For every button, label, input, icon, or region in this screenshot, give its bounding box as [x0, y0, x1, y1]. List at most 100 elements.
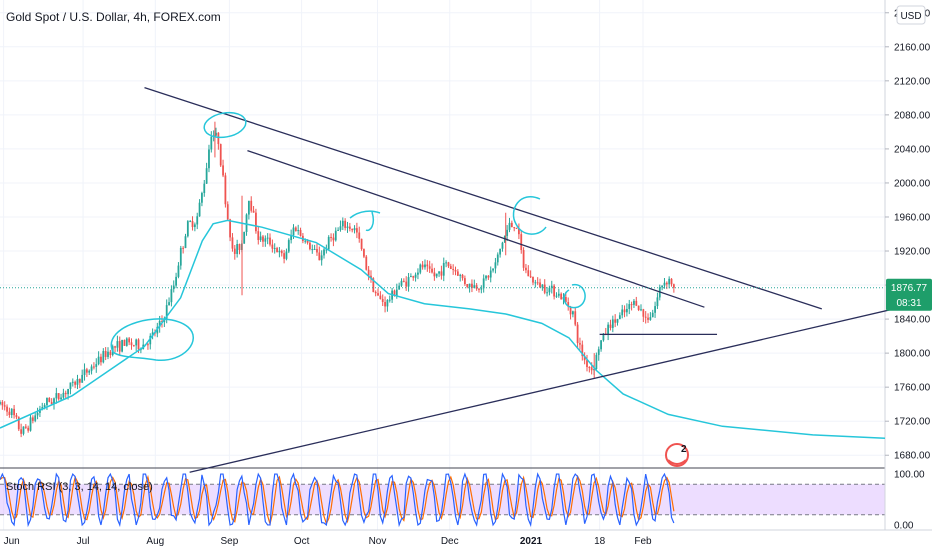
stoch-band: [0, 484, 885, 515]
candle-body: [236, 244, 239, 254]
candle-body: [405, 281, 408, 287]
candle-body: [121, 339, 123, 352]
candle-body: [280, 250, 283, 254]
candle-body: [238, 244, 241, 251]
candle-body: [400, 280, 403, 286]
candle-body: [358, 232, 361, 239]
time-tick-label: Aug: [146, 536, 164, 547]
candle-body: [266, 237, 269, 239]
indicator-axis-ticks: 0.00 100.00: [894, 470, 925, 532]
candle-body: [97, 356, 100, 365]
candle-body: [53, 398, 55, 405]
candle-body: [85, 369, 88, 373]
candle-body: [299, 230, 302, 236]
candle-body: [668, 278, 671, 285]
broker-logo[interactable]: 2: [665, 443, 689, 467]
candle-body: [196, 216, 199, 225]
currency-label[interactable]: USD: [900, 11, 921, 22]
candle-body: [515, 227, 518, 229]
candle-body: [510, 222, 513, 228]
candle-body: [623, 309, 626, 313]
candle-body: [125, 338, 128, 346]
candle-body: [55, 393, 58, 399]
candle-body: [224, 175, 227, 205]
time-tick-label: 18: [594, 536, 606, 547]
candle-body: [649, 317, 652, 320]
price-tick-label: 1760.00: [894, 383, 931, 394]
candle-body: [34, 415, 37, 421]
candle-body: [379, 295, 382, 300]
circle-annotation-late-nov[interactable]: [563, 284, 586, 309]
candle-body: [583, 356, 586, 361]
candle-body: [27, 427, 30, 431]
candle-body: [243, 231, 246, 244]
candle-body: [633, 300, 635, 305]
candle-body: [506, 229, 509, 236]
candle-body: [311, 249, 314, 251]
candle-body: [445, 262, 448, 264]
candle-body: [438, 271, 440, 274]
candle-body: [407, 277, 410, 287]
candle-body: [175, 276, 177, 286]
candle-body: [466, 284, 469, 287]
candle-body: [10, 408, 13, 416]
candle-body: [339, 226, 342, 230]
tick-annotation-sep[interactable]: [349, 210, 381, 232]
circle-annotation-july[interactable]: [110, 318, 194, 361]
candle-body: [417, 272, 419, 275]
candle-body: [433, 272, 436, 277]
candle-body: [74, 381, 77, 385]
candle-body: [618, 315, 621, 320]
circle-annotation-aug-top[interactable]: [202, 110, 248, 141]
candle-body: [116, 341, 119, 348]
candle-body: [609, 324, 612, 328]
candle-body: [168, 302, 170, 306]
logo-text: 2: [681, 444, 687, 455]
candle-body: [102, 350, 105, 363]
candle-body: [325, 249, 328, 251]
currency-button[interactable]: USD: [896, 5, 926, 25]
candle-body: [104, 350, 107, 357]
candle-body: [527, 270, 530, 277]
candle-body: [644, 316, 647, 318]
candle-body: [17, 417, 20, 430]
candle-body: [663, 282, 666, 286]
candle-body: [473, 285, 476, 288]
arc-annotation-nov[interactable]: [512, 196, 547, 235]
candle-body: [365, 256, 368, 270]
candle-body: [285, 251, 288, 259]
candle-body: [327, 236, 330, 250]
candle-body: [480, 288, 483, 290]
candle-body: [43, 405, 46, 408]
candle-body: [231, 237, 234, 249]
candle-body: [3, 405, 6, 407]
candle-body: [330, 236, 332, 238]
candle-body: [386, 300, 389, 307]
candle-body: [128, 338, 131, 343]
candle-body: [88, 370, 91, 373]
time-tick-label: Oct: [294, 536, 310, 547]
candle-body: [635, 300, 638, 306]
candle-body: [370, 275, 372, 279]
candle-body: [637, 305, 640, 310]
candle-body: [107, 351, 109, 357]
candle-body: [595, 354, 598, 369]
candle-body: [348, 226, 351, 229]
price-axis[interactable]: [885, 0, 932, 550]
candle-body: [517, 228, 520, 235]
candle-body: [15, 415, 18, 418]
candle-body: [334, 230, 337, 241]
candle-body: [409, 276, 412, 278]
candle-body: [177, 265, 180, 277]
candle-body: [395, 289, 398, 296]
candle-body: [95, 364, 98, 367]
candle-body: [590, 367, 593, 371]
candle-body: [482, 278, 485, 289]
candle-body: [71, 381, 74, 383]
candle-body: [247, 200, 250, 215]
candle-body: [419, 264, 422, 273]
candle-body: [520, 234, 523, 251]
candle-body: [626, 308, 628, 313]
indicator-label[interactable]: Stoch RSI (3, 3, 14, 14, close): [6, 481, 153, 493]
